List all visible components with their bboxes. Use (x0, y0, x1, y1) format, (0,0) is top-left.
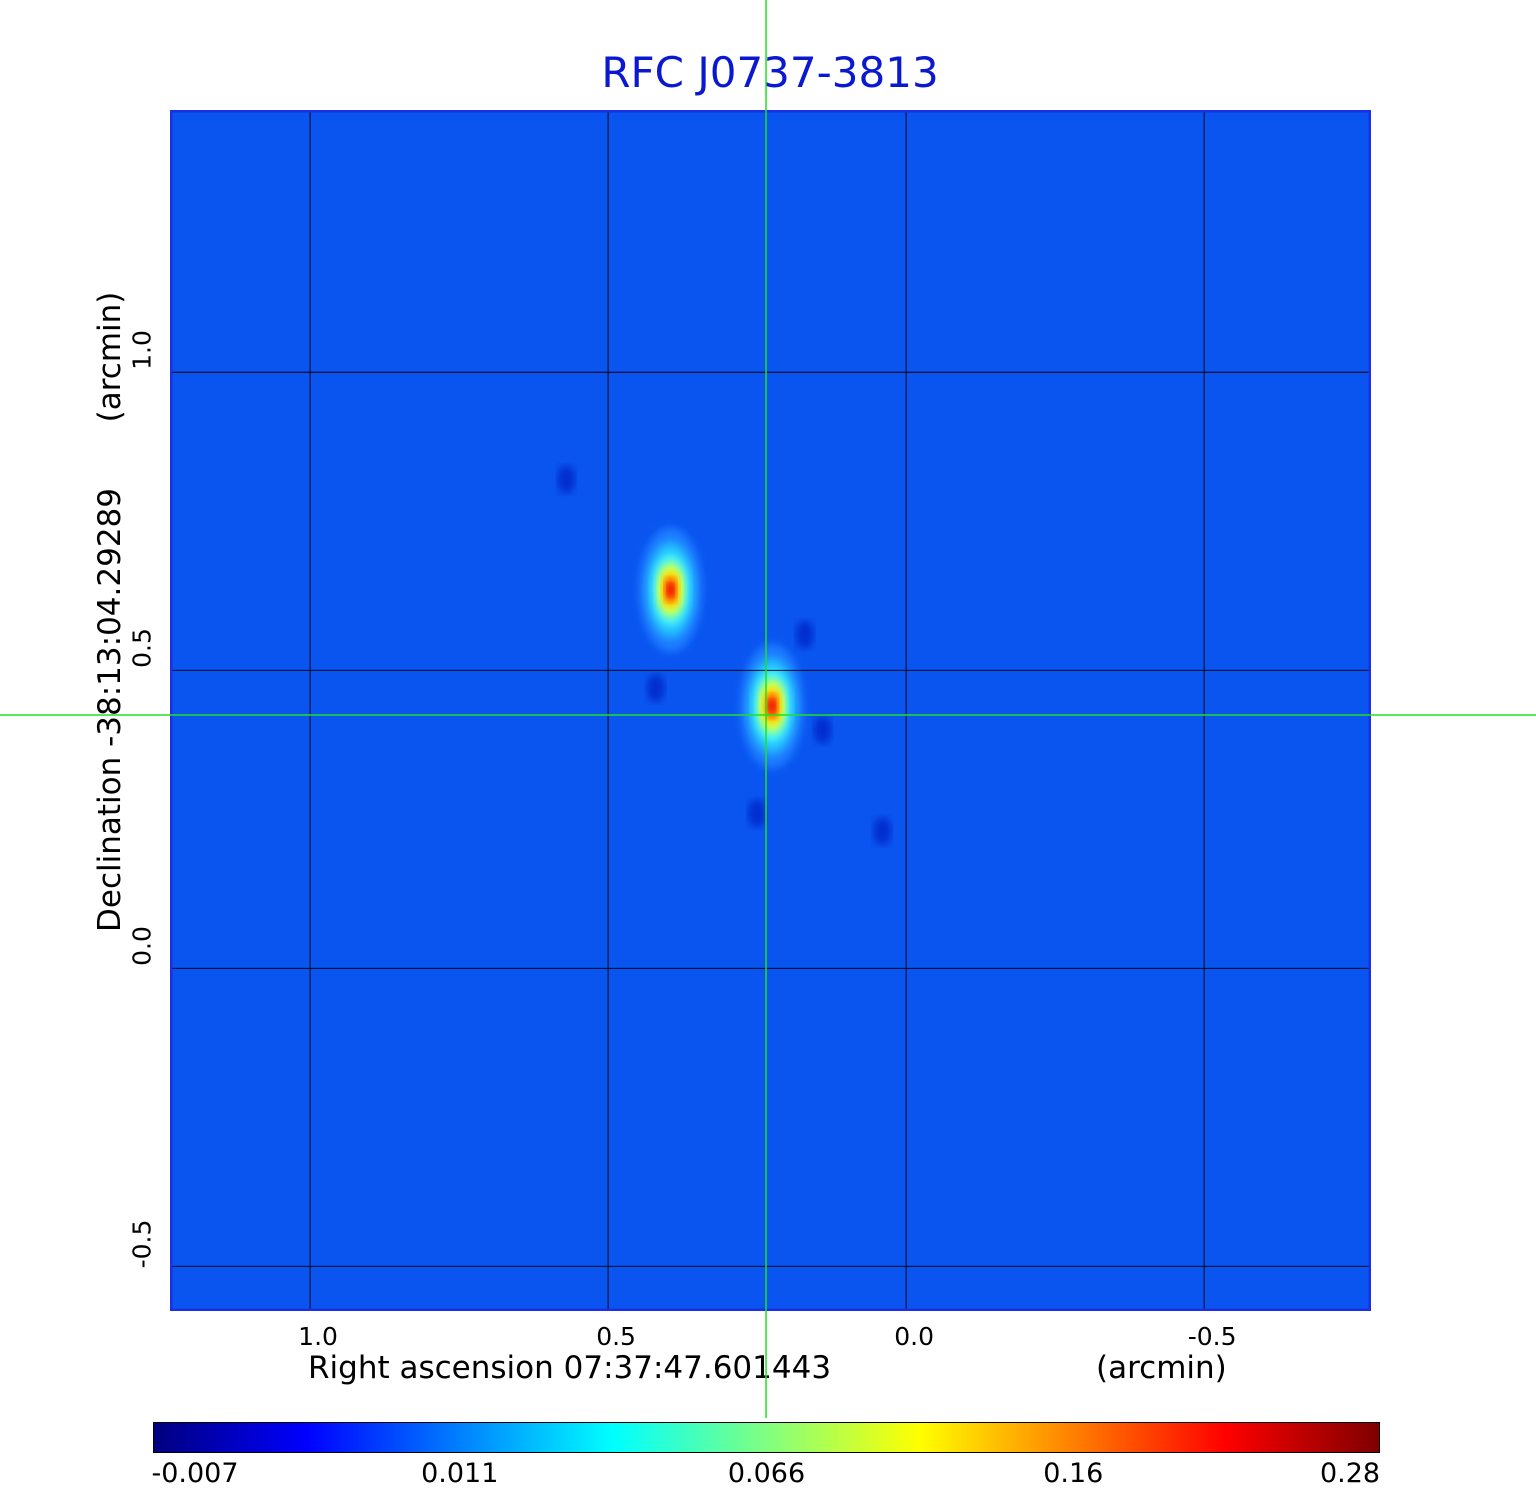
y-tick-label: -0.5 (127, 1219, 157, 1269)
x-tick-label: 1.0 (298, 1322, 338, 1351)
chart-title: RFC J0737-3813 (601, 48, 939, 97)
x-axis-label: Right ascension 07:37:47.601443 (308, 1350, 832, 1386)
colorbar-tick-label: 0.16 (1043, 1458, 1104, 1489)
colorbar-tick-label: 0.066 (727, 1458, 806, 1489)
x-axis-unit: (arcmin) (1096, 1350, 1227, 1386)
colorbar (153, 1422, 1380, 1453)
colorbar-tick-label: 0.011 (421, 1458, 499, 1489)
radio-source (638, 527, 703, 653)
x-tick-label: 0.5 (596, 1322, 636, 1351)
negative-spot (646, 674, 665, 703)
y-tick-label: 0.5 (127, 628, 157, 669)
x-tick-label: 0.0 (894, 1322, 934, 1351)
radio-source (740, 643, 804, 769)
x-tick-label: -0.5 (1187, 1322, 1237, 1351)
colorbar-tick-label: 0.28 (1319, 1458, 1381, 1489)
y-tick-label: 0.0 (127, 926, 157, 967)
y-tick-label: 1.0 (127, 330, 157, 371)
negative-spot (557, 465, 576, 494)
negative-spot (873, 817, 892, 846)
y-axis-label: Declination -38:13:04.29289 (92, 488, 128, 932)
colorbar-tick-label: -0.007 (151, 1458, 239, 1489)
negative-spot (795, 620, 814, 649)
intensity-map (170, 110, 1371, 1311)
y-axis-unit: (arcmin) (92, 291, 128, 423)
negative-spot (813, 715, 832, 744)
plot-area[interactable] (170, 110, 1371, 1311)
negative-spot (748, 799, 767, 828)
